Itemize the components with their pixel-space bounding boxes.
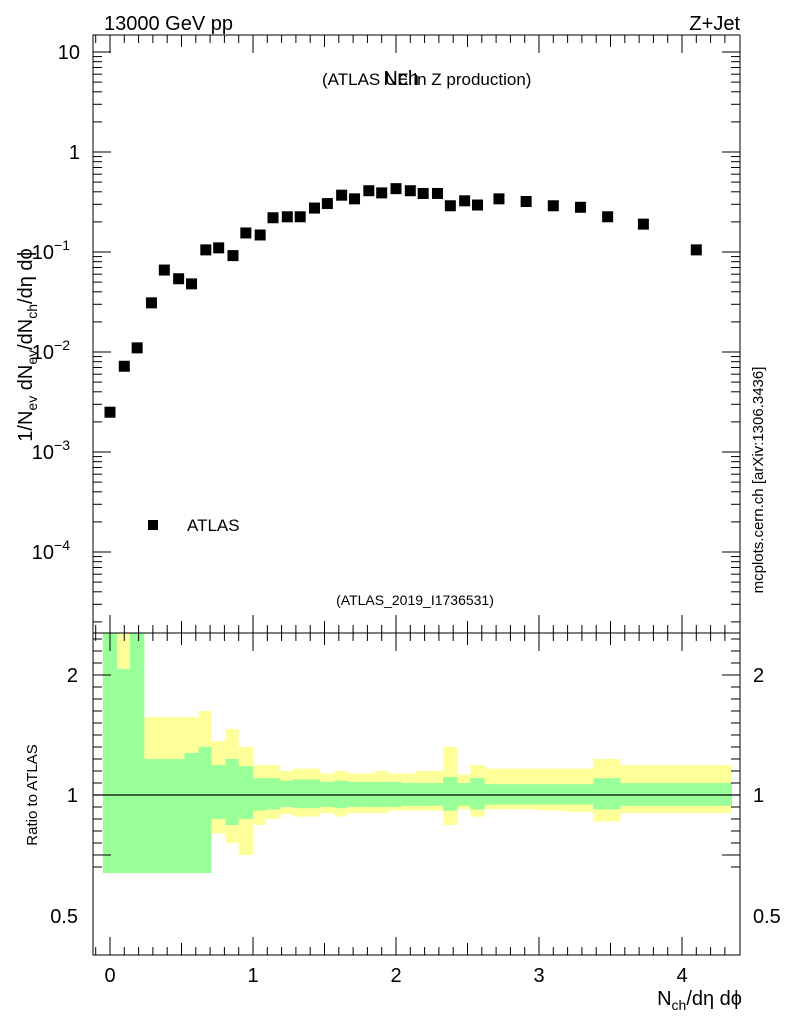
inner-band-bin [238,766,253,819]
ratio-panel-frame [92,632,741,956]
main-panel-frame [92,34,741,634]
inner-band-bin [307,779,321,809]
data-point [104,406,116,418]
data-point [417,187,429,199]
inner-band-bin [470,778,485,810]
inner-band-bin [443,777,458,811]
data-point [281,211,293,223]
y-tick-label: 10−4 [32,537,70,564]
inner-band-bin [117,669,131,873]
data-point [213,242,225,254]
data-point [574,201,586,213]
data-point [173,273,185,285]
ratio-y-axis-title: Ratio to ATLAS [24,744,41,845]
y-tick-label: 10 [58,42,80,64]
data-point [404,185,416,197]
x-tick-label: 3 [533,965,544,987]
process-label: Z+Jet [689,13,740,35]
ratio-panel: 2 1 0.5 2 1 0.5 Ratio to ATLAS 0 1 2 3 4 Nch… [24,632,781,1013]
title-main: Nch [383,68,419,90]
data-point [158,264,170,276]
energy-label: 13000 GeV pp [104,13,233,35]
legend: ATLAS [148,516,240,535]
ratio-ticks [93,633,740,955]
legend-label: ATLAS [187,516,240,535]
main-panel: Nch (ATLAS UE in Z production) (ATLAS_20… [15,34,741,634]
main-y-ticks [93,51,740,623]
data-point [227,250,239,262]
data-point [308,202,320,214]
y-tick-label: 1 [69,142,80,164]
inner-band-bin [280,780,294,807]
data-point [637,218,649,230]
inner-band-bin [211,765,226,819]
ratio-y-tick-label: 0.5 [50,906,78,928]
main-y-tick-labels: 10 1 10−1 10−2 10−3 10−4 [32,42,80,564]
x-tick-labels: 0 1 2 3 4 [104,965,687,987]
atlas-points [104,183,702,418]
data-point [294,211,306,223]
data-point [547,200,559,212]
data-point [336,189,348,201]
data-point [240,227,252,239]
main-y-axis-title: 1/Nev dNev/dNch/dη dϕ [15,248,40,441]
data-point [444,200,456,212]
analysis-label: (ATLAS_2019_I1736531) [336,592,494,608]
inner-band-bin [334,780,348,809]
ratio-y-tick-label: 2 [67,665,78,687]
x-tick-label: 0 [104,965,115,987]
data-point [431,187,443,199]
data-point [145,297,157,309]
data-point [602,211,614,223]
data-point [118,360,130,372]
data-point [459,195,471,207]
x-tick-label: 4 [676,965,687,987]
ratio-y-tick-label-right: 0.5 [753,906,781,928]
data-point [363,185,375,197]
ratio-y-tick-label: 1 [67,785,78,807]
inner-band-bin [130,633,145,873]
x-axis-title: Nch/dη dϕ [657,988,742,1013]
inner-band-bin [225,759,239,825]
x-tick-label: 1 [247,965,258,987]
y-tick-label: 10−3 [32,437,70,464]
title-sub: (ATLAS UE in Z production) [322,70,531,89]
y-tick-label: 10−1 [32,237,70,264]
data-point [186,278,198,290]
data-point [390,183,402,195]
inner-band-bin [171,759,185,873]
data-point [254,229,266,241]
data-point [349,193,361,205]
inner-band-bin [265,778,281,810]
inner-band-bin [157,759,172,873]
inner-band-bin [293,779,308,809]
data-point [200,244,212,256]
inner-band-bin [184,753,199,873]
inner-band-bin [144,759,158,873]
ratio-bands [102,633,733,873]
data-point [131,342,143,354]
inner-band-bin [102,633,118,873]
data-point [493,193,505,205]
data-point [321,198,333,210]
legend-marker [148,520,158,530]
side-label: mcplots.cern.ch [arXiv:1306.3436] [750,367,767,594]
inner-band-bin [593,778,621,810]
main-x-ticks [95,35,726,633]
ratio-y-tick-label-right: 2 [753,665,764,687]
data-point [472,199,484,211]
data-point [376,187,388,199]
data-point [267,212,279,224]
data-point [690,244,702,256]
data-point [520,195,532,207]
x-tick-label: 2 [390,965,401,987]
inner-band-bin [198,747,212,873]
ratio-y-tick-label-right: 1 [753,785,764,807]
ratio-y-tick-labels: 2 1 0.5 2 1 0.5 [50,665,781,928]
